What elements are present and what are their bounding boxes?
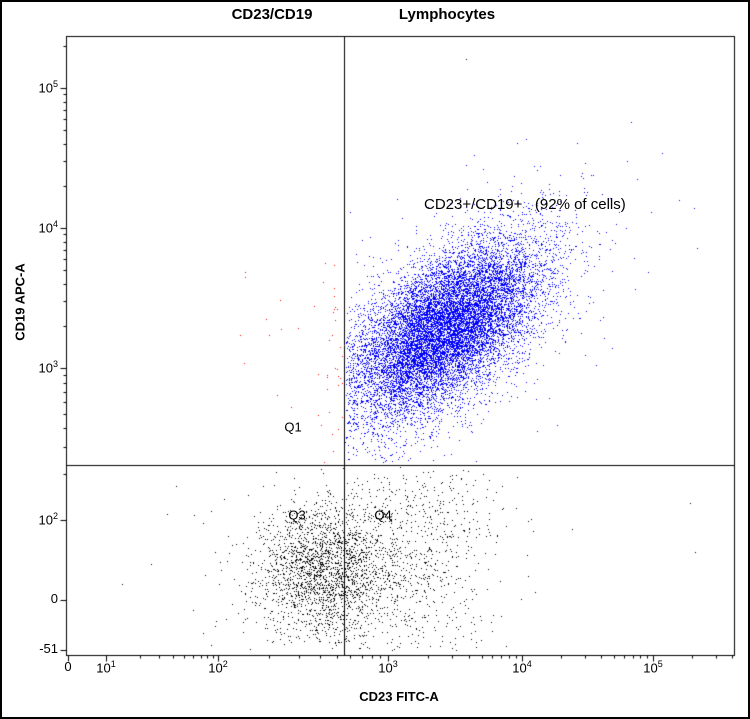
plot-title-population: Lymphocytes (398, 6, 496, 23)
y-axis-title: CD19 APC-A (12, 263, 28, 341)
quadrant-label-q3: Q3 (288, 507, 306, 523)
y-tick-label-0: 0 (50, 591, 58, 606)
x-tick-label-103: 103 (378, 659, 398, 676)
y-tick-label--51: -51 (39, 641, 58, 656)
x-tick-label-104: 104 (512, 659, 532, 676)
y-tick-label-105: 105 (38, 79, 58, 96)
quadrant-label-q1: Q1 (284, 419, 302, 435)
x-tick-label-0: 0 (64, 659, 72, 674)
x-tick-label-105: 105 (643, 659, 663, 676)
quadrant-label-q4: Q4 (374, 507, 392, 523)
y-tick-label-102: 102 (38, 511, 58, 528)
x-tick-label-101: 101 (96, 659, 116, 676)
x-axis-title: CD23 FITC-A (359, 689, 439, 704)
y-tick-label-104: 104 (38, 219, 58, 236)
x-tick-label-102: 102 (208, 659, 228, 676)
population-annotation: CD23+/CD19+ (92% of cells) (424, 196, 626, 213)
y-tick-label-103: 103 (38, 359, 58, 376)
plot-title-gate: CD23/CD19 (231, 6, 313, 23)
